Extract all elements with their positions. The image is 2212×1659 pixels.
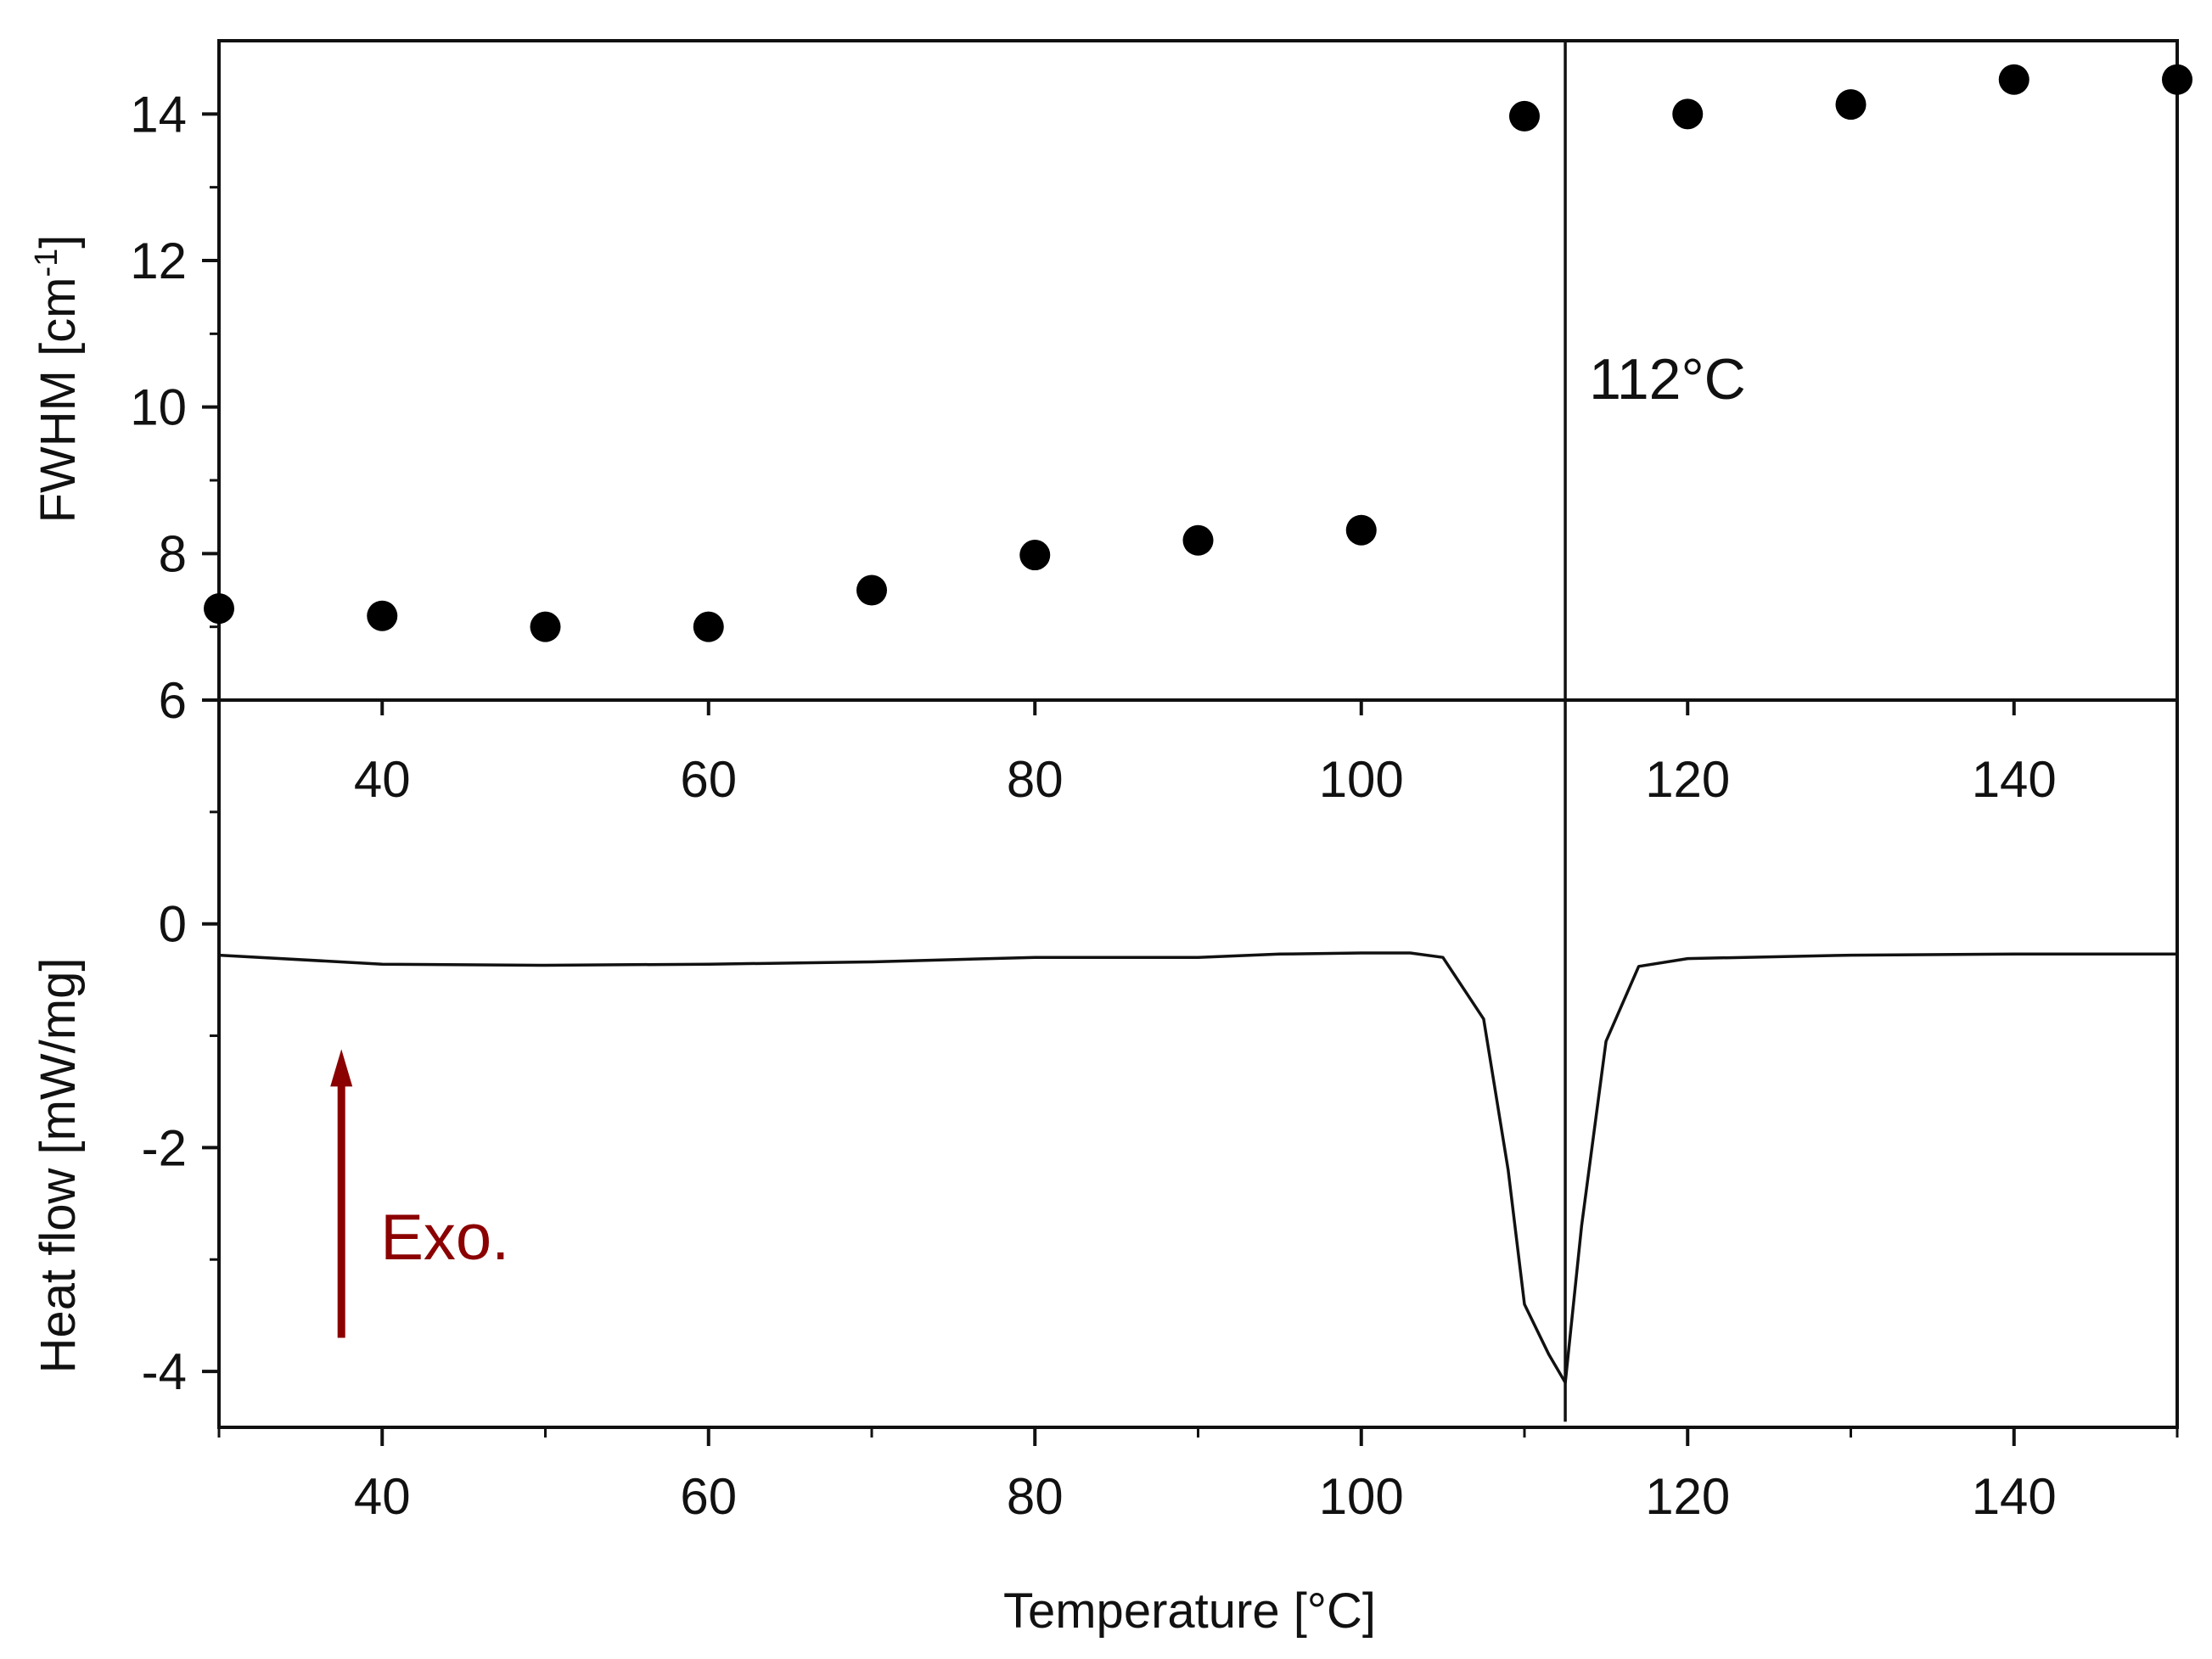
- fwhm-point: [1509, 100, 1540, 132]
- fwhm-x-tick-label: 100: [1319, 751, 1404, 808]
- fwhm-point: [530, 611, 561, 642]
- fwhm-y-axis-title: FWHM [cm-1]: [29, 235, 86, 524]
- fwhm-x-tick-label: 120: [1645, 751, 1730, 808]
- fwhm-point: [1345, 514, 1377, 546]
- fwhm-y-tick-label: 6: [159, 672, 187, 729]
- fwhm-point: [204, 593, 234, 625]
- exo-arrow-head-icon: [330, 1049, 353, 1087]
- fwhm-unit-exponent: -1: [29, 249, 65, 277]
- fwhm-point: [1835, 89, 1867, 121]
- fwhm-plot-frame: [217, 39, 2179, 702]
- heat-flow-plot-frame: [217, 698, 2179, 1429]
- heat-flow-x-axis: 40 60 80 100 120 140: [217, 1427, 2179, 1525]
- fwhm-y-axis: 6 8 10 12 14: [130, 86, 219, 729]
- fwhm-point: [1998, 64, 2030, 95]
- heat-flow-panel: -4-20 40 60 80 100 120 140 Heat flow [mW/mg] …: [31, 698, 2179, 1639]
- fwhm-y-tick-label: 10: [130, 379, 187, 436]
- heat-flow-x-tick-label: 140: [1972, 1468, 2057, 1525]
- fwhm-y-tick-label: 14: [130, 86, 187, 143]
- fwhm-x-tick-label: 80: [1007, 751, 1064, 808]
- fwhm-x-tick-label: 140: [1972, 751, 2057, 808]
- fwhm-point: [1672, 98, 1704, 130]
- fwhm-point: [1182, 524, 1214, 556]
- fwhm-point: [1019, 540, 1051, 571]
- fwhm-point: [693, 611, 724, 642]
- heat-flow-y-tick-label: -2: [142, 1119, 187, 1176]
- heat-flow-x-tick-label: 40: [354, 1468, 411, 1525]
- heat-flow-curve: [218, 951, 2177, 1385]
- heat-flow-x-tick-label: 100: [1319, 1468, 1404, 1525]
- heat-flow-x-tick-label: 60: [680, 1468, 737, 1525]
- fwhm-y-tick-label: 12: [130, 233, 187, 289]
- temperature-x-axis-title: Temperature [°C]: [1003, 1583, 1376, 1639]
- exo-label: Exo.: [380, 1202, 509, 1274]
- heat-flow-x-tick-label: 80: [1007, 1468, 1064, 1525]
- transition-temperature-label: 112°C: [1589, 347, 1746, 412]
- heat-flow-y-axis-title: Heat flow [mW/mg]: [31, 958, 86, 1374]
- fwhm-point: [856, 574, 887, 606]
- heat-flow-y-tick-label: 0: [159, 896, 187, 953]
- fwhm-data-points: [204, 64, 2192, 642]
- fwhm-point: [2162, 64, 2192, 95]
- fwhm-panel: 6 8 10 12 14 40 60 80 100 120 140 FWHM [cm-1]: [29, 39, 2192, 808]
- fwhm-x-tick-label: 40: [354, 751, 411, 808]
- fwhm-y-tick-label: 8: [159, 525, 187, 582]
- heat-flow-y-tick-label: -4: [142, 1343, 187, 1400]
- fwhm-x-tick-label: 60: [680, 751, 737, 808]
- fwhm-point: [367, 600, 398, 631]
- heat-flow-y-axis: -4 -2 0: [142, 698, 219, 1400]
- heat-flow-x-tick-label: 120: [1645, 1468, 1730, 1525]
- exo-indicator: Exo.: [330, 1049, 509, 1338]
- fwhm-x-ticks: 40 60 80 100 120 140: [354, 700, 2057, 808]
